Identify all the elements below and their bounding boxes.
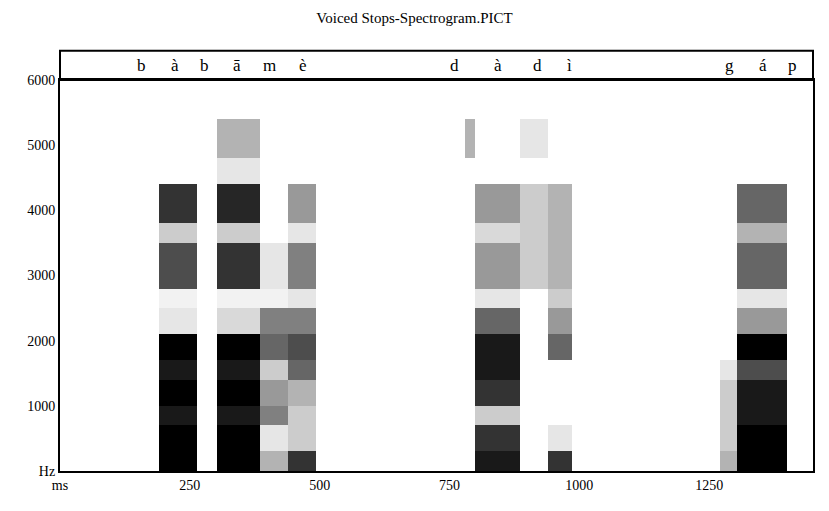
svg-text:d: d: [533, 56, 542, 75]
svg-text:ms: ms: [52, 478, 68, 493]
svg-text:à: à: [171, 56, 179, 75]
svg-text:m: m: [263, 56, 276, 75]
svg-text:ā: ā: [233, 56, 241, 75]
svg-text:g: g: [725, 56, 734, 75]
svg-text:Voiced Stops-Spectrogram.PICT: Voiced Stops-Spectrogram.PICT: [316, 10, 512, 26]
svg-text:250: 250: [179, 478, 200, 493]
svg-text:5000: 5000: [27, 138, 55, 153]
svg-text:1250: 1250: [695, 478, 723, 493]
svg-text:p: p: [788, 56, 797, 75]
svg-text:á: á: [759, 56, 767, 75]
svg-text:ì: ì: [567, 56, 572, 75]
svg-text:750: 750: [439, 478, 460, 493]
svg-text:3000: 3000: [27, 268, 55, 283]
svg-text:Hz: Hz: [39, 464, 55, 479]
svg-text:à: à: [494, 56, 502, 75]
svg-text:4000: 4000: [27, 203, 55, 218]
svg-text:b: b: [200, 56, 209, 75]
svg-text:b: b: [137, 56, 146, 75]
svg-text:2000: 2000: [27, 334, 55, 349]
svg-text:d: d: [450, 56, 459, 75]
svg-text:1000: 1000: [565, 478, 593, 493]
svg-text:6000: 6000: [27, 73, 55, 88]
svg-text:è: è: [299, 56, 307, 75]
svg-text:1000: 1000: [27, 399, 55, 414]
svg-text:500: 500: [309, 478, 330, 493]
